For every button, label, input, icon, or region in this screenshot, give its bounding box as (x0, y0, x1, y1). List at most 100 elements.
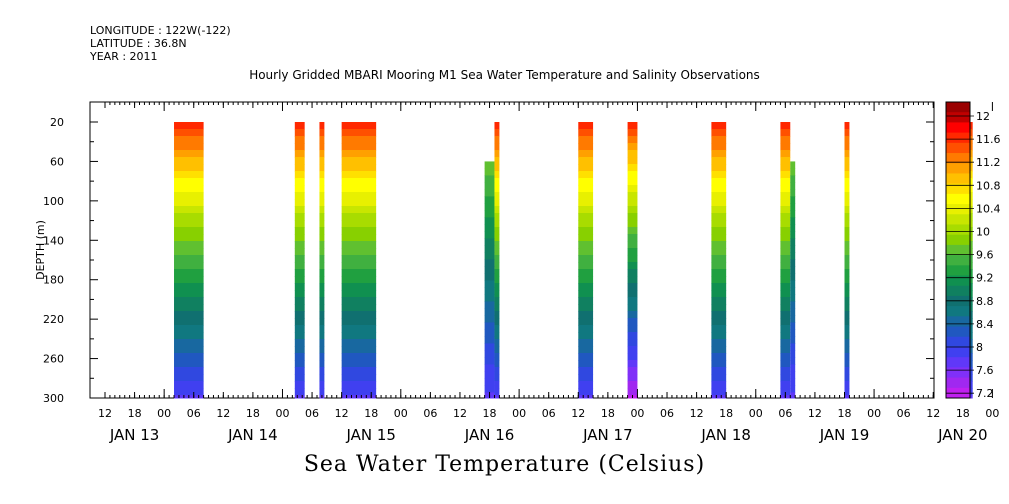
data-cell (174, 122, 204, 130)
data-cell (294, 143, 305, 151)
data-cell (174, 255, 204, 263)
data-cell (627, 283, 638, 291)
data-cell (174, 276, 204, 284)
data-cell (844, 248, 850, 256)
data-cell (790, 308, 796, 316)
data-cell (494, 122, 500, 130)
colorbar-label: 11.6 (976, 133, 1001, 146)
data-cell (319, 269, 325, 277)
data-cell (174, 262, 204, 270)
data-cell (319, 297, 325, 305)
data-cell (844, 150, 850, 158)
data-cell (578, 381, 594, 389)
data-cell (711, 311, 727, 319)
data-cell (294, 304, 305, 312)
colorbar-swatch (946, 265, 970, 277)
data-cell (341, 353, 377, 361)
data-cell (341, 129, 377, 137)
data-cell (790, 189, 796, 197)
data-cell (174, 346, 204, 354)
data-cell (711, 304, 727, 312)
data-cell (294, 241, 305, 249)
colorbar-swatch (946, 367, 970, 379)
data-cell (711, 178, 727, 186)
data-cell (319, 213, 325, 221)
data-cell (319, 360, 325, 368)
data-cell (294, 339, 305, 347)
plot-frame (89, 101, 935, 399)
data-cell (294, 290, 305, 298)
data-cell (711, 150, 727, 158)
data-cell (780, 171, 791, 179)
data-cell (790, 196, 796, 204)
data-cell (484, 308, 495, 316)
data-cell (484, 210, 495, 218)
data-cell (494, 171, 500, 179)
data-cell (578, 269, 594, 277)
data-cell (319, 227, 325, 235)
data-cell (844, 269, 850, 277)
data-column (341, 122, 377, 399)
data-cell (294, 346, 305, 354)
data-cell (484, 182, 495, 190)
data-cell (294, 234, 305, 242)
data-cell (844, 318, 850, 326)
data-cell (780, 311, 791, 319)
data-cell (844, 213, 850, 221)
data-cell (711, 241, 727, 249)
data-cell (627, 269, 638, 277)
data-cell (780, 290, 791, 298)
data-cell (711, 213, 727, 221)
x-tick-label: 00 (157, 407, 171, 420)
data-cell (578, 248, 594, 256)
data-cell (319, 311, 325, 319)
data-cell (627, 346, 638, 354)
data-cell (780, 255, 791, 263)
data-cell (494, 269, 500, 277)
data-cell (578, 192, 594, 200)
data-cell (790, 301, 796, 309)
data-cell (341, 360, 377, 368)
data-cell (174, 353, 204, 361)
data-cell (494, 297, 500, 305)
data-cell (780, 353, 791, 361)
data-cell (341, 325, 377, 333)
data-cell (578, 332, 594, 340)
data-cell (627, 248, 638, 256)
data-cell (790, 287, 796, 295)
colorbar-swatch (946, 326, 970, 338)
data-cell (578, 136, 594, 144)
data-cell (780, 388, 791, 396)
data-cell (494, 318, 500, 326)
data-cell (294, 381, 305, 389)
data-cell (627, 381, 638, 389)
colorbar-label: 8 (976, 341, 983, 354)
data-cell (578, 150, 594, 158)
data-cell (627, 374, 638, 382)
data-cell (780, 297, 791, 305)
data-cell (844, 381, 850, 389)
data-cell (711, 360, 727, 368)
data-cell (319, 283, 325, 291)
data-cell (578, 178, 594, 186)
data-cell (341, 164, 377, 172)
x-tick-label: 06 (305, 407, 319, 420)
data-cell (341, 374, 377, 382)
data-cell (711, 332, 727, 340)
data-cell (790, 280, 796, 288)
data-cell (780, 206, 791, 214)
data-cell (780, 269, 791, 277)
data-cell (294, 136, 305, 144)
x-tick-label: 06 (423, 407, 437, 420)
data-cell (494, 360, 500, 368)
data-cell (711, 192, 727, 200)
data-cell (711, 122, 727, 130)
data-cell (844, 185, 850, 193)
data-cell (627, 234, 638, 242)
colorbar-swatch (946, 336, 970, 348)
chart-title: Hourly Gridded MBARI Mooring M1 Sea Wate… (249, 68, 760, 82)
data-cell (844, 241, 850, 249)
colorbar-label: 8.8 (976, 295, 994, 308)
x-tick-label: 18 (838, 407, 852, 420)
x-day-label: JAN 15 (345, 426, 396, 444)
